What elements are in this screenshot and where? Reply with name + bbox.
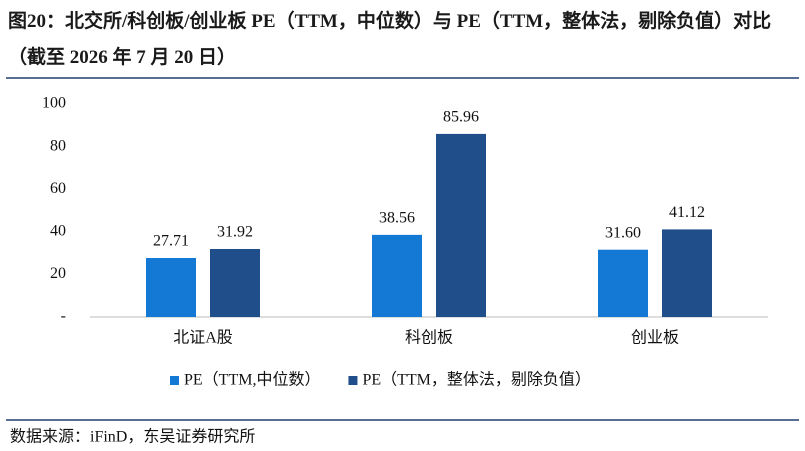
value-label: 27.71 (153, 233, 189, 250)
y-tick-label: 40 (50, 222, 66, 239)
x-tick-label: 科创板 (405, 329, 453, 347)
bar (436, 133, 486, 317)
legend-label: PE（TTM,中位数） (184, 371, 320, 389)
value-label: 31.60 (605, 224, 641, 241)
legend-label: PE（TTM，整体法，剔除负值） (362, 371, 590, 389)
x-tick-label: 创业板 (631, 329, 679, 347)
legend-swatch (170, 376, 179, 385)
legend-swatch (348, 376, 358, 385)
y-tick-label: 100 (42, 95, 66, 112)
bar (146, 257, 196, 317)
y-tick-label: - (61, 308, 66, 325)
value-label: 31.92 (217, 224, 253, 241)
y-tick-label: 80 (50, 137, 66, 154)
bar (210, 249, 260, 317)
bar (372, 234, 422, 317)
value-label: 41.12 (669, 204, 705, 221)
chart-title: 图20：北交所/科创板/创业板 PE（TTM，中位数）与 PE（TTM，整体法，… (8, 11, 772, 68)
bar (598, 249, 648, 317)
x-tick-label: 北证A股 (173, 329, 233, 347)
source: 数据来源：iFinD，东吴证券研究所 (10, 428, 255, 446)
value-label: 85.96 (443, 109, 479, 126)
y-tick-label: 60 (50, 180, 66, 197)
bar (662, 229, 712, 317)
value-label: 38.56 (379, 210, 415, 227)
y-tick-label: 20 (50, 265, 66, 282)
